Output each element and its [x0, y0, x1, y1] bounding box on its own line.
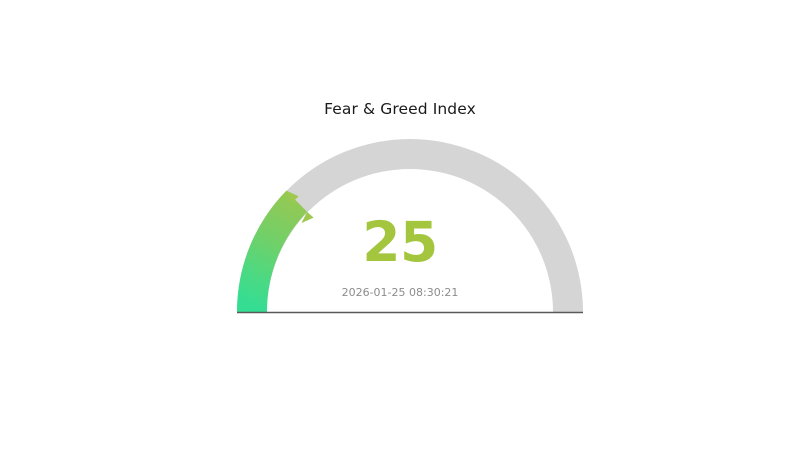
gauge-value-marker-outer-icon — [286, 190, 299, 203]
gauge-progress-arc — [236, 190, 308, 312]
gauge-timestamp-text: 2026-01-25 08:30:21 — [341, 286, 459, 299]
gauge-value-text: 25 — [362, 210, 438, 274]
page-title: Fear & Greed Index — [324, 100, 476, 118]
gauge-track — [237, 139, 583, 312]
gauge-value-marker-inner-icon — [301, 211, 314, 224]
